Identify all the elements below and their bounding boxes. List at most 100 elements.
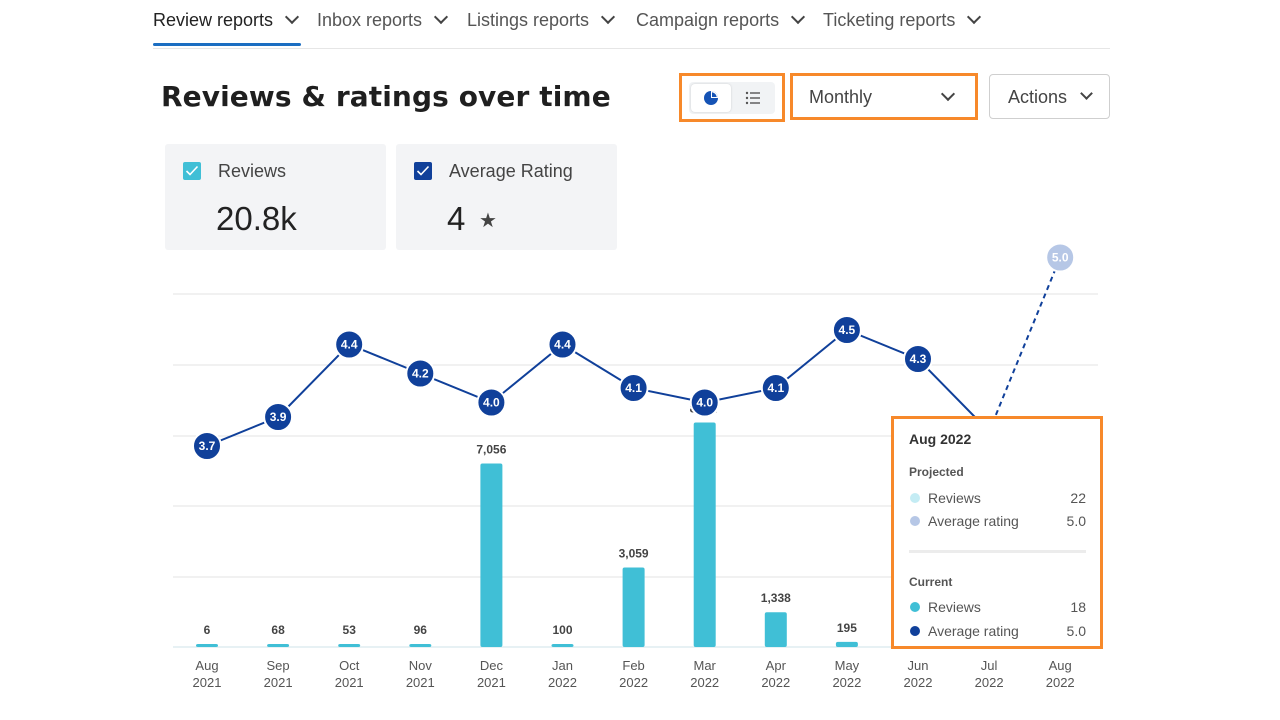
tab-inbox-reports-label: Inbox reports — [317, 9, 423, 30]
bar-value-label: 100 — [552, 623, 572, 637]
projected-rating-point — [1045, 242, 1076, 273]
rating-point — [192, 431, 222, 461]
rating-point-label: 4.1 — [767, 381, 784, 395]
rating-point-label: 4.2 — [412, 367, 429, 381]
active-tab-indicator — [153, 43, 301, 46]
view-toggle-group — [689, 82, 775, 114]
x-tick-label: 2021 — [406, 675, 435, 690]
tooltip-row: Average rating 5.0 — [909, 622, 1086, 640]
rating-point-label: 3.9 — [270, 410, 287, 424]
tab-ticketing-reports[interactable]: Ticketing reports — [823, 8, 982, 32]
x-tick-label: Jul — [981, 658, 998, 673]
rating-point — [903, 344, 933, 374]
legend-dot — [910, 493, 920, 503]
x-tick-label: Nov — [409, 658, 433, 673]
pie-chart-icon — [704, 91, 718, 105]
x-tick-label: 2022 — [904, 675, 933, 690]
tooltip-divider — [909, 550, 1086, 553]
report-tabs: Review reports Inbox reports Listings re… — [153, 0, 1110, 49]
rating-point-label: 4.5 — [839, 323, 856, 337]
bar — [338, 644, 361, 647]
tooltip-projected-label: Projected — [909, 465, 964, 479]
reviews-metric-value: 20.8k — [216, 200, 297, 237]
rating-checkbox[interactable] — [414, 162, 432, 180]
frequency-select[interactable]: Monthly — [790, 73, 978, 120]
tab-campaign-reports-label: Campaign reports — [636, 9, 780, 30]
x-tick-label: Sep — [267, 658, 290, 673]
x-tick-label: 2022 — [690, 675, 719, 690]
chart-view-button[interactable] — [691, 84, 731, 112]
tab-campaign-reports[interactable]: Campaign reports — [636, 8, 806, 32]
bar — [409, 644, 432, 647]
rating-point — [263, 402, 294, 432]
rating-metric-label: Average Rating — [449, 161, 573, 181]
tooltip-row-value: 22 — [1070, 490, 1086, 506]
tooltip-title: Aug 2022 — [909, 431, 972, 447]
tab-inbox-reports[interactable]: Inbox reports — [317, 8, 449, 32]
page-title: Reviews & ratings over time — [161, 80, 611, 113]
chart-tooltip: Aug 2022 Projected Reviews 22 Average ra… — [891, 416, 1103, 649]
x-tick-label: 2022 — [1046, 675, 1075, 690]
actions-button-label: Actions — [1008, 87, 1068, 107]
x-tick-label: 2022 — [975, 675, 1004, 690]
tab-listings-reports[interactable]: Listings reports — [467, 8, 616, 32]
actions-button[interactable]: Actions — [989, 74, 1110, 119]
bar-value-label: 3,059 — [619, 546, 649, 560]
tab-listings-reports-label: Listings reports — [467, 9, 590, 30]
x-tick-label: Jan — [552, 658, 573, 673]
list-icon — [745, 91, 760, 105]
tooltip-row-value: 18 — [1070, 599, 1086, 615]
x-tick-label: Aug — [1049, 658, 1072, 673]
tooltip-row-value: 5.0 — [1066, 623, 1086, 639]
bar — [835, 641, 858, 647]
x-tick-label: Feb — [622, 658, 644, 673]
bar-value-label: 1,338 — [761, 591, 791, 605]
x-tick-label: Apr — [766, 658, 787, 673]
rating-point — [831, 315, 862, 345]
bar-value-label: 53 — [343, 623, 357, 637]
tab-review-reports[interactable]: Review reports — [153, 8, 300, 32]
x-tick-label: Dec — [480, 658, 504, 673]
rating-point — [689, 387, 720, 418]
reviews-metric-label: Reviews — [218, 161, 287, 181]
tooltip-row-name: Average rating — [928, 513, 1019, 529]
x-tick-label: May — [835, 658, 860, 673]
list-view-button[interactable] — [733, 84, 773, 112]
bar — [622, 567, 645, 647]
rating-point — [618, 373, 649, 403]
star-icon: ★ — [479, 210, 497, 232]
bar-value-label: 195 — [837, 621, 857, 635]
reviews-metric-card[interactable]: Reviews 20.8k — [165, 144, 386, 250]
bar — [480, 463, 503, 647]
tab-ticketing-reports-label: Ticketing reports — [823, 9, 956, 30]
x-tick-label: Jun — [908, 658, 929, 673]
rating-metric-value: 4 — [447, 200, 466, 237]
rating-point-label: 4.0 — [696, 396, 713, 410]
bar-value-label: 68 — [271, 623, 285, 637]
tooltip-row-name: Reviews — [928, 599, 981, 615]
rating-line — [206, 328, 990, 447]
rating-point-label: 4.4 — [341, 338, 358, 352]
frequency-select-value: Monthly — [809, 87, 873, 107]
rating-point — [334, 329, 365, 360]
x-tick-label: 2022 — [619, 675, 648, 690]
tooltip-row-name: Reviews — [928, 490, 981, 506]
x-tick-label: 2022 — [548, 675, 577, 690]
tooltip-row: Average rating 5.0 — [909, 512, 1086, 530]
tooltip-row: Reviews 18 — [909, 598, 1086, 616]
x-tick-label: Oct — [339, 658, 360, 673]
tooltip-row: Reviews 22 — [909, 489, 1086, 507]
reviews-checkbox[interactable] — [183, 162, 201, 180]
x-tick-label: 2022 — [832, 675, 861, 690]
check-icon — [185, 165, 199, 176]
rating-metric-card[interactable]: Average Rating 4 ★ — [396, 144, 617, 250]
check-icon — [416, 165, 430, 176]
tooltip-row-name: Average rating — [928, 623, 1019, 639]
rating-point-label: 4.1 — [625, 381, 642, 395]
x-tick-label: 2021 — [264, 675, 293, 690]
bar — [196, 644, 218, 647]
tooltip-current-label: Current — [909, 575, 953, 589]
bar-value-label: 96 — [414, 623, 428, 637]
rating-point — [405, 358, 436, 389]
